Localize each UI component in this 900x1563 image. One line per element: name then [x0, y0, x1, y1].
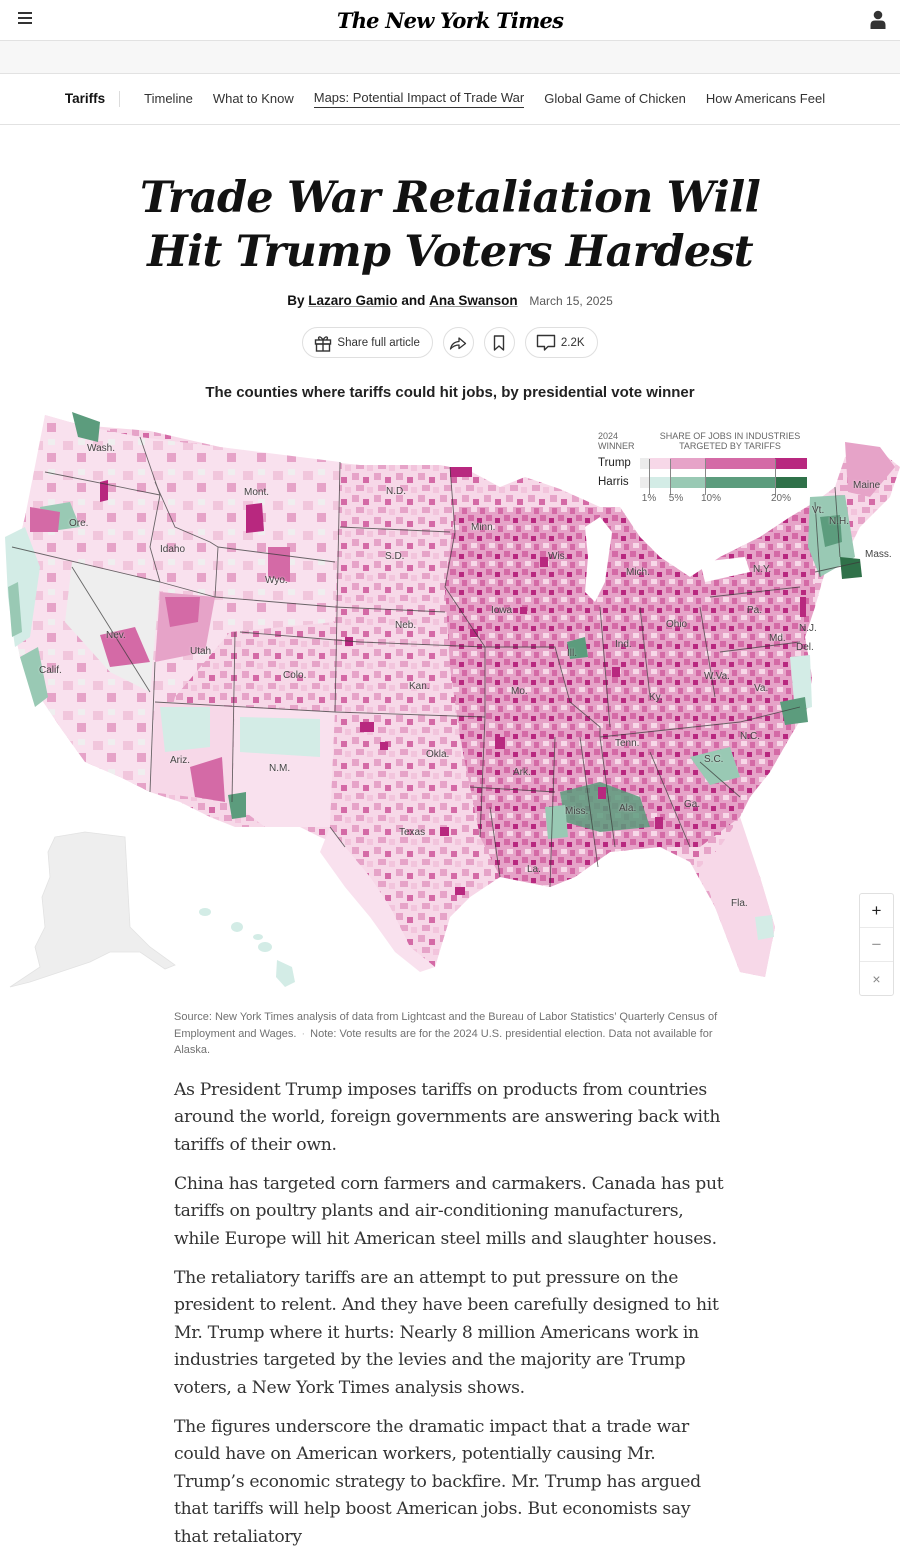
legend-label-harris: Harris — [598, 476, 629, 488]
byline-prefix: By — [287, 293, 305, 308]
article-paragraph: The figures underscore the dramatic impa… — [174, 1416, 701, 1547]
chart-source-note: Source: New York Times analysis of data … — [174, 1009, 726, 1059]
source-text: Source: New York Times analysis of data … — [174, 1011, 718, 1040]
map-zoom-controls: + − × — [859, 893, 894, 996]
legend-swatch — [705, 457, 775, 469]
legend-swatch — [705, 476, 775, 488]
share-full-label: Share full article — [337, 336, 420, 349]
comment-icon — [536, 334, 556, 351]
comment-count: 2.2K — [560, 336, 585, 349]
headline-line-2: Hit Trump Voters Hardest — [147, 227, 754, 277]
legend-tick-1 — [649, 459, 650, 495]
byline: By Lazaro Gamio and Ana Swanson March 15… — [0, 293, 900, 308]
bookmark-button[interactable] — [483, 327, 515, 358]
legend-bar-trump — [640, 457, 807, 469]
legend-swatch — [670, 476, 705, 488]
comments-button[interactable]: 2.2K — [524, 327, 598, 358]
section-nav: Tariffs Timeline What to Know Maps: Pote… — [0, 74, 900, 125]
author-link-gamio[interactable]: Lazaro Gamio — [308, 293, 398, 308]
legend-swatch — [649, 457, 670, 469]
legend-swatch — [649, 476, 670, 488]
legend-tick-10 — [705, 459, 706, 495]
legend-row-trump: Trump — [598, 457, 807, 469]
zoom-in-button[interactable]: + — [860, 894, 893, 928]
hamburger-icon[interactable] — [18, 12, 32, 24]
legend-swatch — [775, 457, 807, 469]
article-paragraph: As President Trump imposes tariffs on pr… — [174, 1079, 721, 1155]
source-separator: · — [301, 1027, 306, 1040]
share-arrow-icon — [450, 336, 467, 350]
byline-conjunction: and — [401, 293, 426, 308]
bookmark-icon — [494, 334, 505, 351]
masthead: The New York Times — [0, 0, 900, 41]
legend-row-harris: Harris — [598, 476, 807, 488]
ad-band — [0, 41, 900, 74]
publish-date: March 15, 2025 — [529, 294, 613, 308]
us-county-choropleth[interactable] — [0, 407, 900, 997]
share-button[interactable] — [442, 327, 474, 358]
legend-tick-labels: 1% 5% 10% 20% — [641, 493, 792, 504]
nav-item-global-game[interactable]: Global Game of Chicken — [544, 91, 686, 106]
legend-winner-header: 2024 WINNER — [598, 431, 635, 451]
article-body: As President Trump imposes tariffs on pr… — [174, 1077, 726, 1552]
headline-line-1: Trade War Retaliation Will — [139, 173, 761, 223]
nav-item-what-to-know[interactable]: What to Know — [212, 91, 294, 106]
legend-tick-5 — [670, 459, 671, 495]
chart-title: The counties where tariffs could hit job… — [205, 384, 695, 401]
note-text: Note: Vote results are for the 2024 U.S.… — [174, 1027, 713, 1057]
author-link-swanson[interactable]: Ana Swanson — [429, 293, 518, 308]
legend-bar-harris — [640, 476, 807, 488]
nav-item-maps[interactable]: Maps: Potential Impact of Trade War — [313, 90, 525, 108]
nav-item-how-americans-feel[interactable]: How Americans Feel — [705, 91, 826, 106]
legend-swatch — [670, 457, 705, 469]
legend-share-header: SHARE OF JOBS IN INDUSTRIES TARGETED BY … — [659, 431, 801, 451]
legend-swatch — [640, 457, 649, 469]
legend-tick-20 — [775, 459, 776, 495]
user-icon[interactable] — [870, 10, 886, 29]
page-title: Trade War Retaliation Will Hit Trump Vot… — [0, 171, 900, 279]
share-toolbar: Share full article 2.2K — [0, 327, 900, 358]
article-paragraph: The retaliatory tariffs are an attempt t… — [174, 1267, 719, 1398]
nav-item-timeline[interactable]: Timeline — [144, 91, 193, 106]
gift-icon — [315, 335, 332, 352]
legend-label-trump: Trump — [598, 457, 631, 469]
county-map[interactable]: Wash. Ore. Calif. Nev. Idaho Mont. Wyo. Utah Col… — [0, 407, 900, 997]
legend-swatch — [775, 476, 807, 488]
article-paragraph: China has targeted corn farmers and carm… — [174, 1173, 724, 1249]
share-full-article-button[interactable]: Share full article — [302, 327, 433, 358]
section-nav-title[interactable]: Tariffs — [65, 91, 121, 107]
zoom-out-button[interactable]: − — [860, 928, 893, 962]
legend-swatch — [640, 476, 649, 488]
reset-zoom-button[interactable]: × — [860, 962, 893, 995]
nyt-logo[interactable]: The New York Times — [336, 7, 564, 33]
